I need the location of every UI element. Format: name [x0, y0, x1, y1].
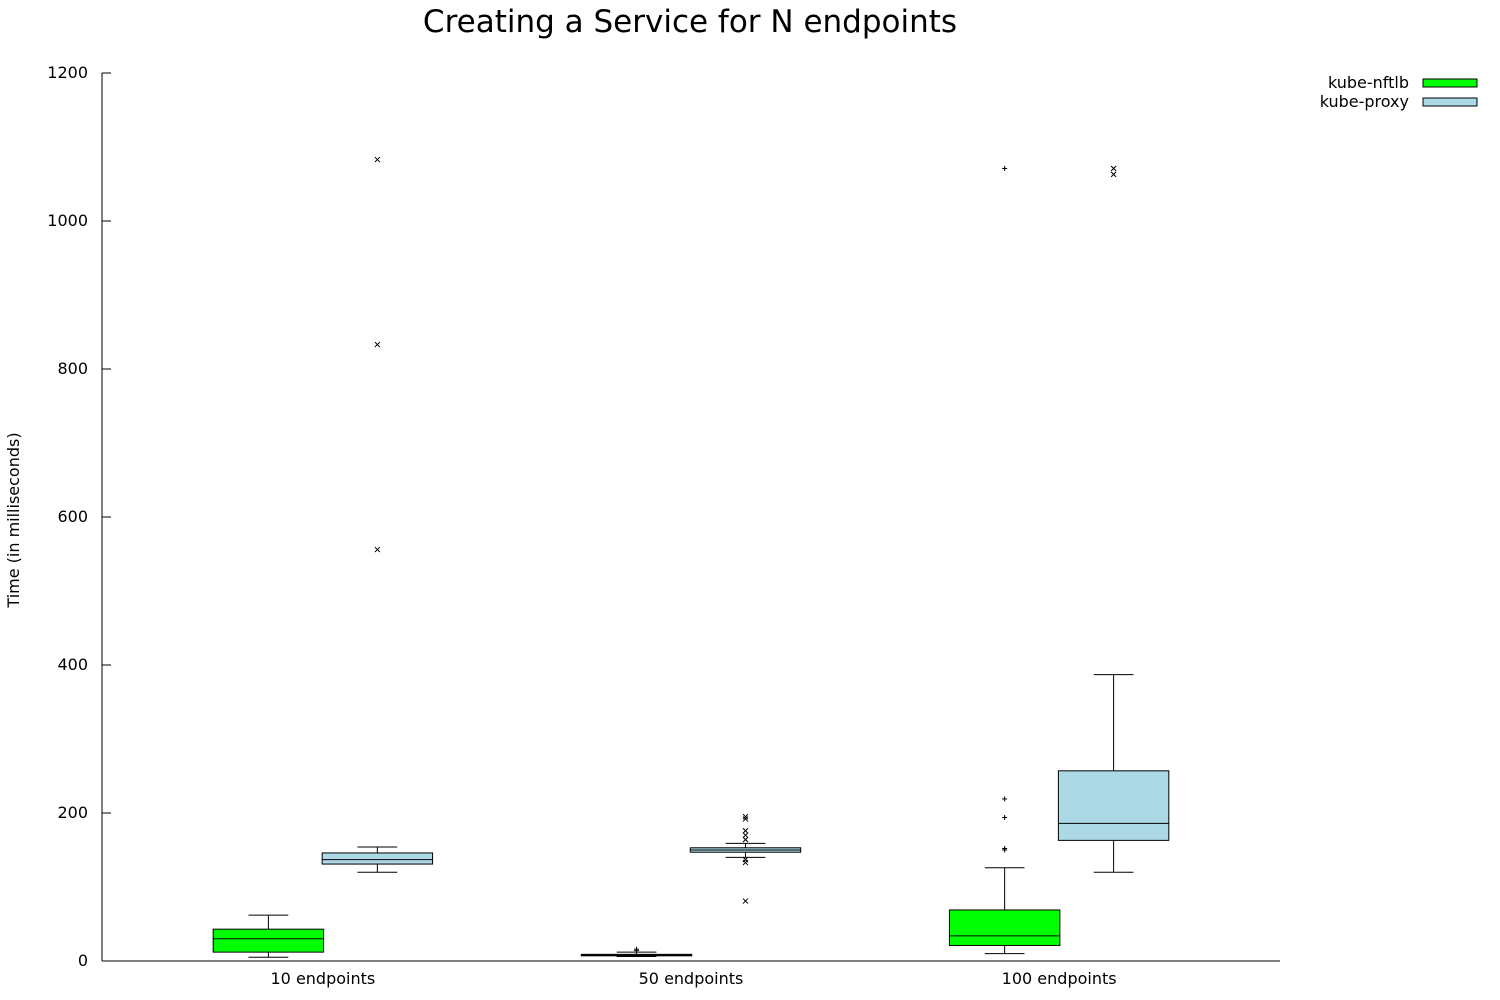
- y-tick-label: 200: [57, 803, 88, 822]
- y-tick-label: 400: [57, 655, 88, 674]
- outlier-point: [1002, 846, 1008, 852]
- box-kube-proxy-1: [689, 813, 802, 904]
- outlier-point: [742, 816, 749, 822]
- box: [212, 928, 325, 953]
- y-tick-label: 1200: [47, 63, 88, 82]
- outlier-mark: [742, 813, 749, 820]
- outlier-point: [742, 856, 749, 863]
- x-tick-label: 50 endpoints: [639, 969, 744, 988]
- outlier-mark: [742, 827, 749, 834]
- outlier-point: [374, 156, 381, 163]
- outlier-mark: [742, 832, 749, 839]
- box-kube-proxy-2: [1057, 165, 1170, 873]
- y-axis-label: Time (in milliseconds): [4, 432, 23, 608]
- outlier-point: [374, 546, 381, 553]
- legend-label: kube-proxy: [1320, 92, 1409, 111]
- axes: 0 200 400 600 800 1000 1200 10 endpoints 50 endp…: [47, 63, 1280, 988]
- box-kube-proxy-0: [321, 156, 434, 873]
- box-kube-nftlb-1: [580, 946, 693, 958]
- outlier-mark: [374, 341, 381, 348]
- box-kube-nftlb-2: [948, 165, 1061, 955]
- outlier-mark: [742, 816, 749, 822]
- y-tick-label: 600: [57, 507, 88, 526]
- outlier-mark: [742, 836, 749, 843]
- outlier-point: [742, 813, 749, 820]
- outlier-point: [742, 832, 749, 839]
- outlier-mark: [1110, 165, 1117, 172]
- box: [1057, 770, 1170, 841]
- outlier-point: [1002, 165, 1008, 171]
- box: [948, 909, 1061, 946]
- legend-label: kube-nftlb: [1328, 73, 1409, 92]
- outlier-point: [1110, 165, 1117, 172]
- outlier-point: [742, 836, 749, 843]
- y-tick-label: 800: [57, 359, 88, 378]
- outlier-mark: [374, 546, 381, 553]
- outlier-point: [1002, 814, 1008, 820]
- box-kube-nftlb-0: [212, 914, 325, 958]
- outlier-point: [742, 827, 749, 834]
- legend-swatch: [1422, 97, 1478, 107]
- outlier-point: [1002, 796, 1008, 802]
- outlier-mark: [1110, 171, 1117, 178]
- outlier-point: [742, 898, 749, 904]
- outlier-mark: [742, 898, 749, 904]
- outlier-mark: [742, 856, 749, 863]
- y-tick-label: 0: [78, 951, 88, 970]
- outlier-point: [374, 341, 381, 348]
- outlier-point: [1110, 171, 1117, 178]
- x-tick-label: 10 endpoints: [271, 969, 376, 988]
- box: [321, 852, 434, 865]
- legend-swatch: [1422, 78, 1478, 88]
- plot-area: [212, 156, 1170, 958]
- chart-title: Creating a Service for N endpoints: [423, 4, 957, 40]
- outlier-mark: [374, 156, 381, 163]
- outlier-point: [634, 946, 640, 952]
- y-tick-label: 1000: [47, 211, 88, 230]
- x-tick-label: 100 endpoints: [1002, 969, 1117, 988]
